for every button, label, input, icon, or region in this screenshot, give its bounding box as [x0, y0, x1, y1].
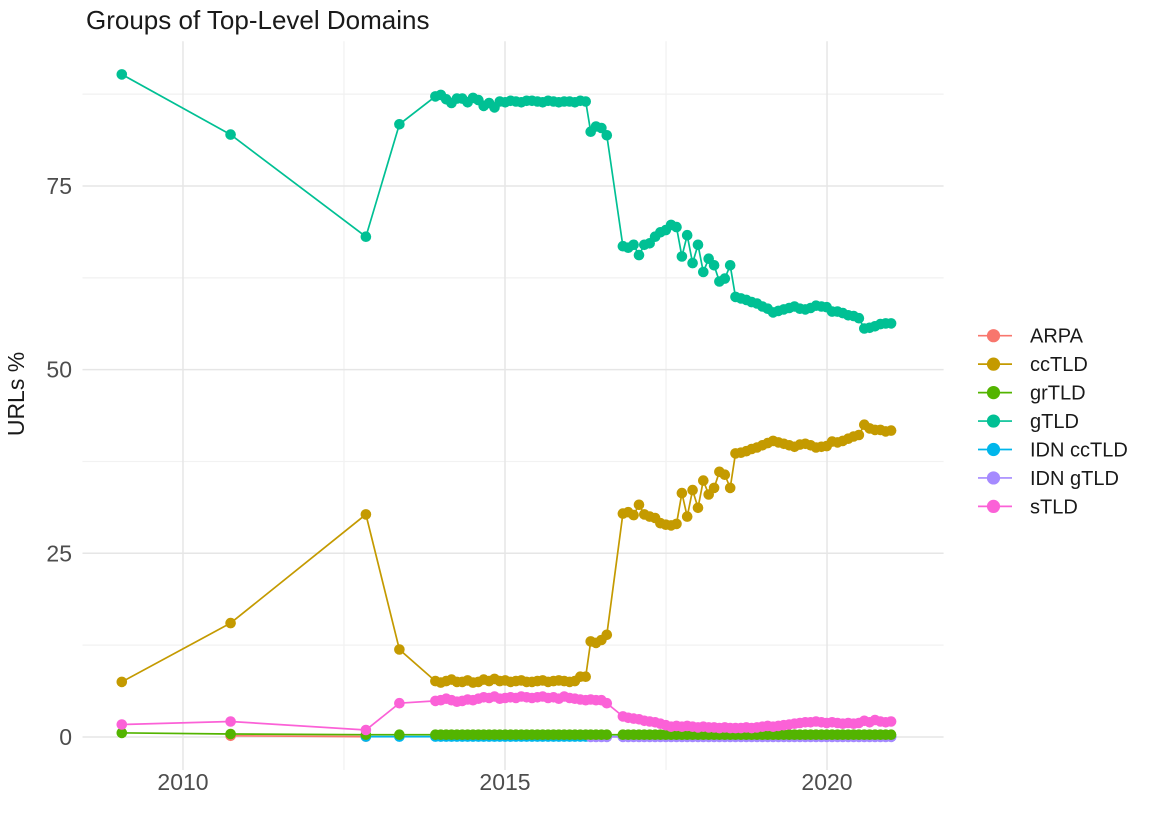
- series-gtld: [116, 69, 897, 334]
- series-cctld-point: [116, 676, 128, 688]
- series-grtld-point: [116, 727, 128, 739]
- series-stld: [116, 691, 897, 736]
- series-gtld-point: [580, 96, 591, 107]
- chart-title: Groups of Top-Level Domains: [86, 5, 429, 35]
- series-gtld-line: [121, 73, 892, 330]
- series-cctld-point: [633, 499, 645, 511]
- series-gtld-point: [225, 129, 236, 140]
- series-arpa: [225, 730, 372, 742]
- series-gtld-point: [853, 312, 865, 324]
- series-stld-point: [225, 716, 236, 727]
- x-tick-label: 2010: [157, 769, 208, 795]
- series-gtld-point: [676, 251, 688, 262]
- legend-label: sTLD: [1030, 496, 1078, 518]
- series-grtld-point: [225, 728, 236, 740]
- series-gtld-point: [628, 239, 639, 251]
- series-cctld-point: [601, 629, 613, 641]
- legend-item-arpa: ARPA: [978, 326, 1084, 348]
- legend-key-dot: [986, 357, 1001, 371]
- series-grtld-point: [601, 729, 613, 740]
- legend-key-dot: [986, 471, 1001, 485]
- series-stld-point: [885, 716, 897, 727]
- legend-key-dot: [986, 414, 1001, 428]
- series-cctld-point: [708, 482, 720, 494]
- legend-label: IDN ccTLD: [1030, 440, 1128, 462]
- axis-labels: 2010 2015 2020 0 25 50 75: [46, 173, 852, 795]
- y-axis-title: URLs %: [3, 352, 29, 436]
- series-cctld-point: [692, 502, 704, 514]
- x-tick-label: 2020: [801, 769, 852, 795]
- series-stld-point: [360, 724, 372, 736]
- x-tick-label: 2015: [479, 769, 530, 795]
- series-gtld-point: [596, 122, 607, 134]
- legend-label: gTLD: [1030, 411, 1079, 433]
- series-gtld-point: [360, 231, 372, 242]
- series-cctld-point: [360, 509, 372, 520]
- series-arpa-line: [230, 734, 366, 738]
- y-tick-label: 75: [46, 173, 72, 199]
- series-stld-point: [394, 697, 405, 709]
- legend: ARPA ccTLD grTLD gTLD IDN ccTLD IDN gTLD sTLD: [978, 326, 1128, 518]
- legend-key-dot: [986, 329, 1001, 343]
- series-gtld-point: [116, 69, 128, 80]
- series-cctld-point: [719, 469, 731, 481]
- legend-item-gtld: gTLD: [978, 411, 1079, 433]
- series-grtld-point: [394, 729, 405, 740]
- series-cctld-point: [628, 509, 639, 521]
- legend-key-dot: [986, 442, 1001, 457]
- series-gtld-point: [671, 221, 682, 233]
- legend-label: ccTLD: [1030, 354, 1088, 376]
- series-cctld-point: [698, 475, 709, 486]
- legend-item-cctld: ccTLD: [978, 354, 1088, 376]
- series-gtld-point: [681, 229, 693, 241]
- y-tick-label: 25: [46, 540, 72, 566]
- legend-item-stld: sTLD: [978, 496, 1078, 518]
- series-gtld-point: [698, 266, 709, 278]
- series-cctld-point: [580, 671, 591, 682]
- series-gtld-point: [687, 257, 698, 269]
- legend-label: IDN gTLD: [1030, 468, 1119, 490]
- series-cctld-point: [671, 518, 682, 530]
- series-layer: [116, 69, 897, 743]
- y-tick-label: 50: [46, 357, 72, 383]
- series-gtld-point: [724, 260, 736, 271]
- series-cctld-point: [225, 617, 236, 629]
- series-cctld-point: [394, 644, 405, 655]
- legend-key-dot: [986, 386, 1001, 400]
- series-gtld-point: [885, 318, 897, 329]
- legend-label: ARPA: [1030, 326, 1084, 348]
- legend-item-grtld: grTLD: [978, 383, 1086, 405]
- series-cctld-point: [687, 484, 698, 496]
- legend-label: grTLD: [1030, 383, 1086, 405]
- series-stld-point: [116, 719, 128, 730]
- series-cctld: [116, 419, 897, 688]
- series-gtld-point: [394, 119, 405, 130]
- series-grtld-point: [885, 729, 897, 740]
- series-gtld-point: [708, 260, 720, 271]
- series-gtld-point: [719, 273, 731, 284]
- series-grtld: [116, 727, 897, 740]
- series-gtld-point: [633, 249, 645, 261]
- series-gtld-point: [601, 130, 613, 141]
- series-cctld-point: [676, 487, 688, 499]
- series-cctld-point: [681, 511, 693, 522]
- legend-item-idn-gtld: IDN gTLD: [978, 468, 1119, 490]
- series-stld-point: [601, 697, 613, 709]
- series-cctld-point: [724, 482, 736, 494]
- series-cctld-point: [885, 425, 897, 436]
- legend-key-dot: [986, 499, 1001, 513]
- grid: [82, 41, 944, 770]
- series-gtld-point: [692, 239, 704, 251]
- series-cctld-point: [853, 429, 865, 441]
- legend-item-idn-cctld: IDN ccTLD: [978, 440, 1128, 462]
- y-tick-label: 0: [59, 724, 72, 750]
